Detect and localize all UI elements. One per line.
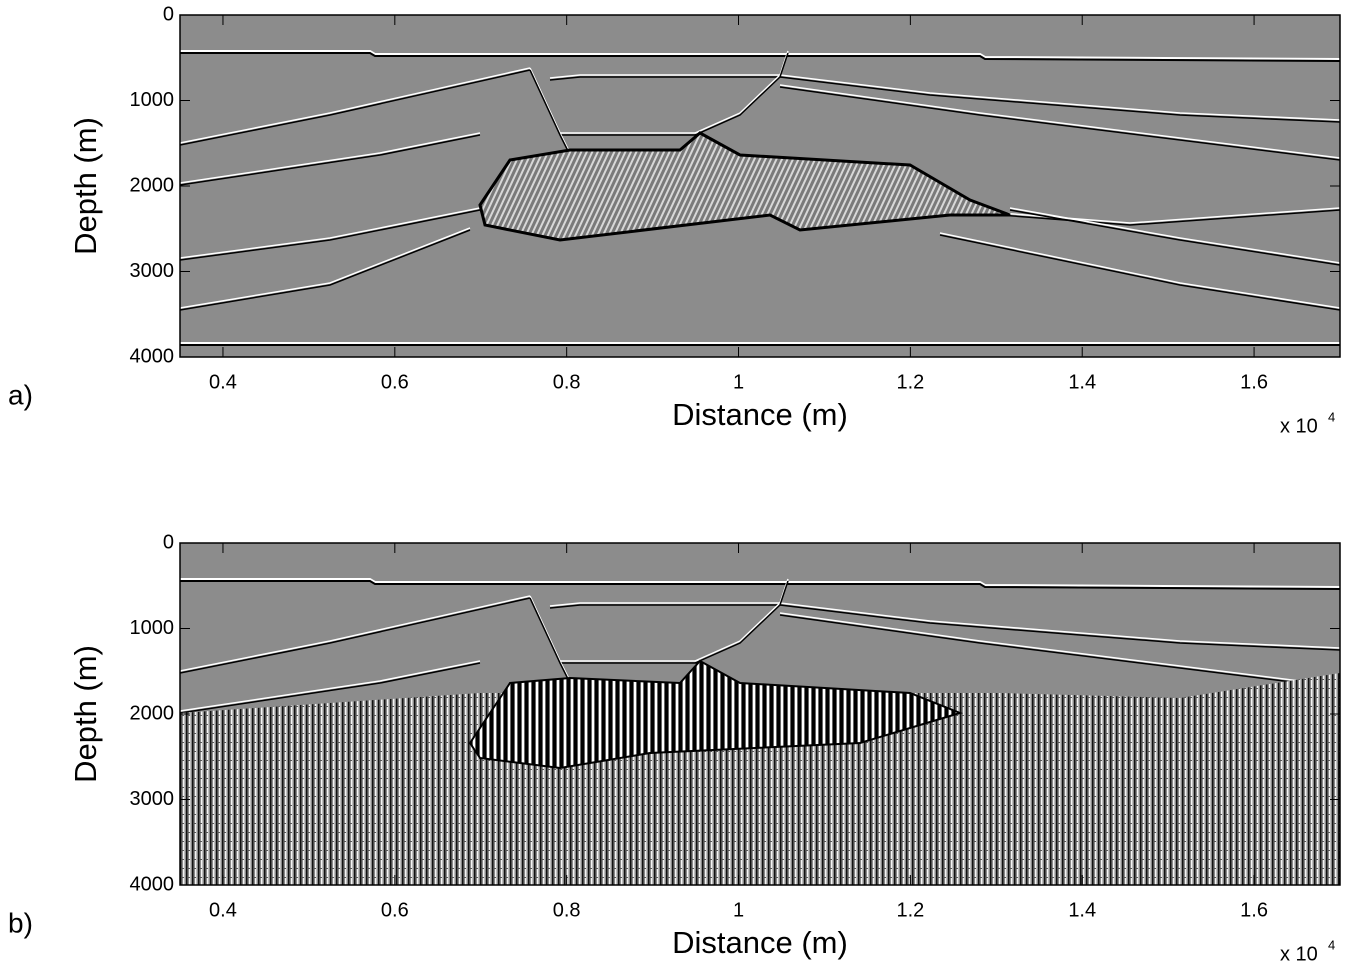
- horizon: [529, 69, 571, 156]
- horizon: [549, 74, 1341, 121]
- noise-region: [180, 673, 1340, 885]
- horizon: [179, 69, 531, 146]
- horizon: [999, 209, 1341, 226]
- x-tick-label: 1.6: [1240, 899, 1268, 921]
- salt-body: [468, 659, 964, 770]
- horizon: [694, 52, 789, 136]
- panel-label: a): [8, 379, 33, 410]
- y-tick-label: 3000: [130, 260, 175, 282]
- x-scale-label: x 10: [1280, 415, 1318, 437]
- x-scale-exponent: 4: [1328, 937, 1335, 952]
- horizon: [179, 662, 481, 714]
- horizon: [179, 134, 481, 186]
- horizon: [180, 50, 1341, 60]
- x-tick-label: 0.6: [381, 899, 409, 921]
- horizon: [549, 602, 1341, 649]
- x-tick-label: 1.6: [1240, 371, 1268, 393]
- panel-label: b): [8, 907, 33, 938]
- x-tick-label: 1.4: [1068, 899, 1096, 921]
- y-axis-label: Depth (m): [68, 645, 103, 783]
- horizon: [529, 595, 571, 682]
- horizon: [939, 232, 1341, 309]
- y-tick-label: 2000: [130, 174, 175, 196]
- horizon: [779, 614, 1341, 689]
- horizon: [179, 132, 481, 184]
- panel: 0.4 0.6 0.8 1 1.2 1.4 1.6 0 1000 2000 3000 4000 Dist…: [8, 531, 1341, 965]
- horizon: [529, 597, 571, 684]
- x-tick-label: 1.2: [896, 371, 924, 393]
- horizon: [180, 52, 1341, 62]
- horizon: [549, 76, 1341, 123]
- x-tick-label: 0.6: [381, 371, 409, 393]
- horizon: [179, 595, 531, 672]
- x-tick-label: 0.8: [553, 371, 581, 393]
- y-tick-label: 4000: [130, 345, 175, 367]
- x-tick-label: 1: [733, 371, 744, 393]
- horizon: [779, 84, 1341, 159]
- x-scale-exponent: 4: [1328, 409, 1335, 424]
- x-scale-label: x 10: [1280, 943, 1318, 965]
- horizon: [180, 578, 1341, 588]
- horizon: [779, 612, 1341, 687]
- y-tick-label: 0: [163, 3, 174, 25]
- y-tick-label: 1000: [130, 89, 175, 111]
- horizon: [1009, 209, 1341, 266]
- horizon: [694, 580, 789, 664]
- x-tick-label: 0.4: [209, 371, 237, 393]
- panel: 0.4 0.6 0.8 1 1.2 1.4 1.6 0 1000 2000 3000 4000 Dist…: [8, 3, 1341, 437]
- horizon: [180, 580, 1341, 590]
- horizon: [179, 660, 481, 712]
- x-tick-label: 1: [733, 899, 744, 921]
- horizon: [179, 229, 471, 311]
- x-tick-label: 0.8: [553, 899, 581, 921]
- horizon: [179, 227, 471, 309]
- horizon: [179, 207, 481, 259]
- horizon: [179, 597, 531, 674]
- horizon: [549, 604, 1341, 651]
- x-axis-label: Distance (m): [672, 925, 848, 960]
- horizon: [779, 86, 1341, 161]
- horizon: [939, 234, 1341, 311]
- x-tick-label: 1.4: [1068, 371, 1096, 393]
- y-axis-label: Depth (m): [68, 117, 103, 255]
- x-tick-label: 1.2: [896, 899, 924, 921]
- horizon: [179, 67, 531, 144]
- horizon: [1009, 207, 1341, 264]
- horizon: [179, 209, 481, 261]
- y-tick-label: 3000: [130, 788, 175, 810]
- salt-body: [478, 131, 1011, 242]
- horizon: [529, 67, 571, 154]
- y-tick-label: 1000: [130, 617, 175, 639]
- y-tick-label: 4000: [130, 873, 175, 895]
- x-tick-label: 0.4: [209, 899, 237, 921]
- x-axis-label: Distance (m): [672, 397, 848, 432]
- y-tick-label: 2000: [130, 702, 175, 724]
- y-tick-label: 0: [163, 531, 174, 553]
